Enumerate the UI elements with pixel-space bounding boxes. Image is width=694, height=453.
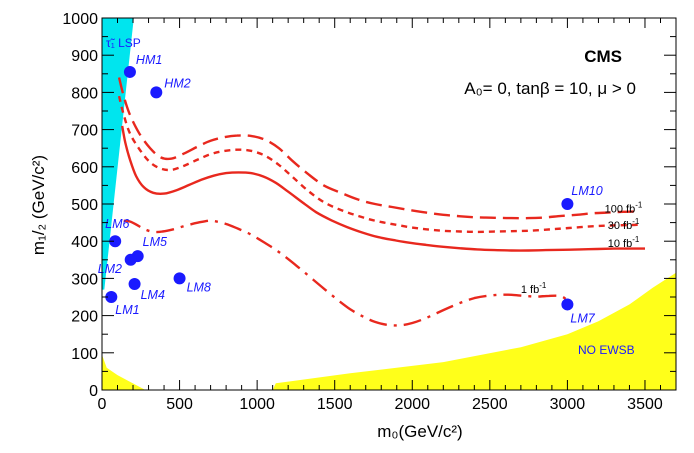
chart-title: CMS [584,47,622,66]
benchmark-label-lm7: LM7 [570,311,595,325]
benchmark-point-hm2 [150,86,163,99]
y-tick-label: 900 [71,48,98,65]
stau-lsp-label: τ̃₁ LSP [106,36,141,50]
luminosity-label: 10 fb-1 [608,235,640,250]
benchmark-point-lm6 [109,235,122,248]
benchmark-label-lm5: LM5 [143,235,167,249]
y-tick-label: 400 [71,234,98,251]
axis-ticks: 0 500 1000 1500 2000 2500 3000 3500 0 100 200 300 40… [62,11,676,413]
y-tick-label: 100 [71,346,98,363]
luminosity-label-sup: -1 [539,281,547,290]
benchmark-point-lm2 [124,253,137,266]
no-ewsb-region [272,272,676,390]
benchmark-label-lm4: LM4 [141,288,165,302]
y-tick-label: 700 [71,123,98,140]
no-ewsb-label: NO EWSB [578,343,635,357]
benchmark-point-lm1 [105,291,118,303]
no-ewsb-region-left [102,354,146,390]
benchmark-label-lm8: LM8 [187,280,211,294]
luminosity-label-base: 30 fb [608,220,632,232]
luminosity-label: 100 fb-1 [605,200,643,215]
curve-30-fb-1 [117,95,639,234]
x-tick-label: 2500 [472,396,508,413]
benchmark-label-hm1: HM1 [136,53,162,67]
stau-lsp-region [102,18,134,290]
benchmark-point-lm7 [561,298,574,311]
x-tick-label: 0 [98,396,107,413]
luminosity-label-sup: -1 [635,200,643,209]
curve-100-fb-1 [117,77,639,220]
benchmark-label-hm2: HM2 [164,76,190,90]
x-tick-label: 3500 [627,396,663,413]
x-tick-label: 2000 [394,396,430,413]
luminosity-label-base: 1 fb [521,284,539,296]
x-axis-label: m₀(GeV/c²) [377,422,462,441]
benchmark-label-lm6: LM6 [105,217,129,231]
y-tick-label: 1000 [62,11,98,28]
x-tick-label: 1500 [317,396,353,413]
benchmark-point-lm10 [561,198,574,210]
y-tick-label: 800 [71,85,98,102]
y-tick-label: 600 [71,160,98,177]
luminosity-label-sup: -1 [632,217,640,226]
luminosity-label: 30 fb-1 [608,217,640,232]
luminosity-label: 1 fb-1 [521,281,547,296]
luminosity-label-base: 100 fb [605,203,636,215]
x-tick-label: 500 [166,396,193,413]
benchmark-label-lm10: LM10 [571,184,602,198]
luminosity-label-base: 10 fb [608,238,632,250]
y-tick-label: 300 [71,271,98,288]
y-tick-label: 200 [71,309,98,326]
reach-curves [117,77,645,327]
luminosity-labels: 100 fb-130 fb-110 fb-11 fb-1 [521,200,643,296]
benchmark-label-lm1: LM1 [115,303,139,317]
luminosity-label-sup: -1 [632,235,640,244]
y-tick-label: 0 [89,383,98,400]
y-axis-label: m₁/₂ (GeV/c²) [29,155,48,255]
x-tick-label: 1000 [239,396,275,413]
benchmark-label-lm2: LM2 [98,262,122,276]
benchmark-point-hm1 [123,65,136,78]
curve-10-fb-1 [121,125,645,252]
chart-subtitle: A₀= 0, tanβ = 10, μ > 0 [464,79,636,98]
benchmark-point-lm4 [128,277,141,290]
y-tick-label: 500 [71,197,98,214]
x-tick-label: 3000 [550,396,586,413]
benchmark-point-lm8 [173,272,186,285]
